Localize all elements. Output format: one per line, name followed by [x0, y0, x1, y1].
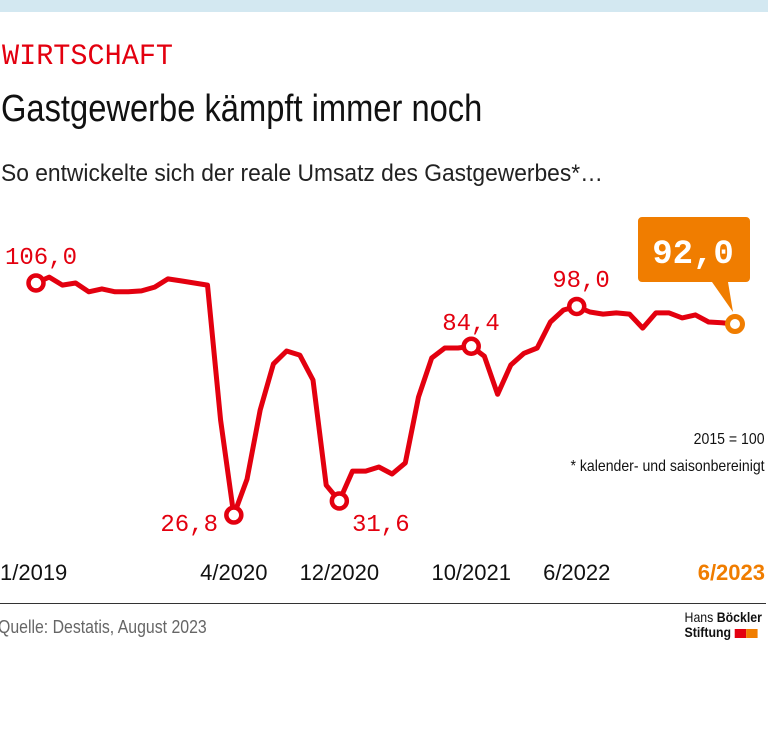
x-tick-label: 10/2021 [431, 560, 511, 585]
data-point-marker [224, 505, 244, 525]
logo-text-bold: Böckler [716, 609, 762, 625]
hans-boeckler-logo: Hans Böckler Stiftung [685, 610, 762, 640]
data-point-marker [329, 491, 350, 511]
value-callout-bubble [638, 217, 750, 312]
x-tick-label: 4/2020 [200, 560, 267, 585]
x-tick-label: 12/2020 [300, 560, 380, 585]
data-label: 84,4 [442, 311, 500, 338]
data-label: 31,6 [352, 512, 410, 539]
base-note: 2015 = 100 [694, 431, 765, 448]
callout-value-label: 92,0 [652, 236, 734, 274]
logo-red-square [734, 628, 747, 638]
series-line [34, 274, 736, 518]
data-point-marker [461, 336, 481, 357]
top-bar [0, 0, 768, 12]
footnote: * kalender- und saisonbereinigt [570, 458, 765, 475]
x-tick-label: 6/2022 [543, 560, 610, 585]
x-tick-label: 6/2023 [698, 560, 765, 585]
logo-text-light: Hans [684, 609, 714, 625]
logo-orange-square [746, 628, 758, 638]
logo-text-stiftung: Stiftung [684, 624, 732, 640]
chart-title: Gastgewerbe kämpft immer noch [1, 88, 483, 130]
data-point-marker [566, 296, 587, 317]
data-point-marker [725, 314, 745, 335]
source-text: Quelle: Destatis, August 2023 [0, 617, 207, 637]
divider [0, 603, 766, 604]
data-point-marker [26, 273, 46, 293]
x-tick-label: 1/2019 [0, 560, 67, 585]
chart-subtitle: So entwickelte sich der reale Umsatz des… [1, 160, 603, 187]
section-kicker: WIRTSCHAFT [2, 40, 174, 74]
data-label: 98,0 [552, 268, 610, 295]
data-label: 106,0 [5, 245, 77, 272]
data-label: 26,8 [160, 512, 218, 539]
